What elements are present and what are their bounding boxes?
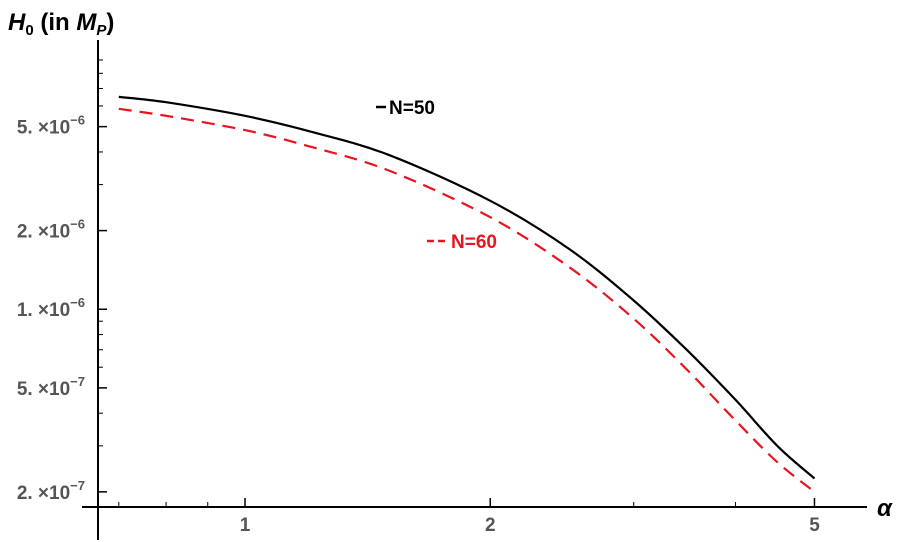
y-tick-label: 2. ×10−6 [17,217,85,243]
legend-label: N=60 [451,232,497,253]
x-tick-label: 5 [809,515,820,536]
legend-label: N=50 [389,98,435,119]
y-tick-label: 5. ×10−7 [17,374,85,400]
y-tick-label: 1. ×10−6 [17,295,85,321]
legend-entry-n-50: N=50 [376,98,435,119]
legend: N=50 N=60 [376,98,497,253]
y-axis-title: H0 (in MP) [8,9,114,39]
x-tick-label: 2 [485,515,496,536]
series-line-n-60 [118,107,816,493]
x-axis-title: α [877,495,893,522]
legend-entry-n-60: N=60 [427,232,497,253]
series-line-n-50 [118,95,816,480]
y-tick-label: 5. ×10−6 [17,113,85,139]
y-tick-label: 2. ×10−7 [17,478,85,504]
x-tick-label: 1 [240,515,251,536]
series-layer [118,95,816,493]
axes: 1 2 5 5. ×10−6 2. ×10−6 1. ×10−6 5. ×10−7 2. ×1… [8,9,893,540]
